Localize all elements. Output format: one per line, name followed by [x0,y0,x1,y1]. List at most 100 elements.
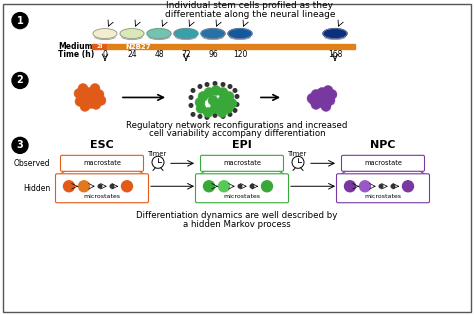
Circle shape [213,82,217,85]
Circle shape [359,181,371,192]
Circle shape [213,114,217,117]
Text: Observed: Observed [13,159,50,168]
Text: 168: 168 [328,50,342,59]
Circle shape [325,95,335,106]
Circle shape [223,103,233,113]
Circle shape [321,101,331,112]
Circle shape [196,103,206,113]
Text: Differentiation dynamics are well described by: Differentiation dynamics are well descri… [137,211,337,220]
Circle shape [85,97,95,107]
Text: Time (h): Time (h) [58,50,94,59]
Text: macrostate: macrostate [364,160,402,166]
Text: Medium: Medium [58,42,92,51]
Circle shape [307,94,317,103]
Text: 72: 72 [181,50,191,59]
Circle shape [238,185,242,188]
Text: Hidden: Hidden [23,184,50,193]
Circle shape [210,103,220,113]
Ellipse shape [228,29,252,38]
Text: Individual stem cells profiled as they: Individual stem cells profiled as they [166,1,334,10]
Text: NPC: NPC [370,140,396,150]
Bar [92,44,107,49]
Circle shape [205,116,209,119]
Circle shape [233,109,237,112]
FancyBboxPatch shape [195,174,289,203]
FancyBboxPatch shape [341,155,425,171]
Ellipse shape [93,29,117,38]
Circle shape [64,181,74,192]
Text: a hidden Markov process: a hidden Markov process [183,220,291,229]
Circle shape [86,99,96,108]
Circle shape [402,181,413,192]
Circle shape [323,85,333,95]
Circle shape [250,185,254,188]
Circle shape [110,185,114,188]
Text: Timer: Timer [148,151,168,157]
Text: differentiate along the neural lineage: differentiate along the neural lineage [165,10,335,19]
Circle shape [12,72,28,89]
Text: microstates: microstates [83,194,120,199]
Circle shape [320,100,330,109]
Circle shape [224,91,234,101]
Circle shape [75,96,85,106]
Circle shape [203,107,213,117]
Text: microstates: microstates [224,194,261,199]
FancyBboxPatch shape [55,174,148,203]
Text: 96: 96 [208,50,218,59]
FancyBboxPatch shape [201,155,283,171]
Circle shape [74,89,84,99]
Circle shape [309,95,319,106]
Circle shape [12,13,28,29]
Circle shape [208,95,218,106]
Circle shape [221,115,225,118]
Text: 2i: 2i [96,44,103,49]
Circle shape [84,88,94,97]
Circle shape [228,85,232,88]
Circle shape [92,93,102,102]
Circle shape [91,100,101,109]
Bar [107,44,355,49]
Circle shape [292,156,304,168]
Text: macrostate: macrostate [223,160,261,166]
Circle shape [219,181,229,192]
Circle shape [191,113,195,116]
FancyBboxPatch shape [337,174,429,203]
Text: macrostate: macrostate [83,160,121,166]
Circle shape [189,96,193,99]
Circle shape [204,88,214,97]
Circle shape [379,185,383,188]
Circle shape [12,137,28,153]
Circle shape [198,115,202,118]
Circle shape [198,85,202,88]
Text: 2: 2 [17,76,23,85]
Circle shape [315,97,325,107]
Text: 3: 3 [17,140,23,150]
Circle shape [90,83,100,94]
Circle shape [221,83,225,86]
Circle shape [317,88,327,97]
Text: 1: 1 [17,16,23,26]
Text: N2B27: N2B27 [125,43,151,49]
Circle shape [80,101,90,112]
Circle shape [203,181,215,192]
Circle shape [205,83,209,86]
Circle shape [94,89,104,100]
Text: cell variability accompany differentiation: cell variability accompany differentiati… [149,129,325,138]
Circle shape [191,89,195,92]
Circle shape [228,113,232,116]
Ellipse shape [201,29,225,38]
Text: microstates: microstates [365,194,401,199]
Circle shape [98,185,102,188]
Circle shape [323,91,333,101]
Circle shape [121,181,133,192]
Circle shape [345,181,356,192]
FancyBboxPatch shape [3,4,471,312]
Circle shape [391,185,395,188]
Circle shape [88,89,98,99]
Text: 48: 48 [154,50,164,59]
Circle shape [311,89,321,100]
Text: 24: 24 [127,50,137,59]
Circle shape [235,103,239,106]
Circle shape [83,91,93,101]
Circle shape [214,100,224,109]
